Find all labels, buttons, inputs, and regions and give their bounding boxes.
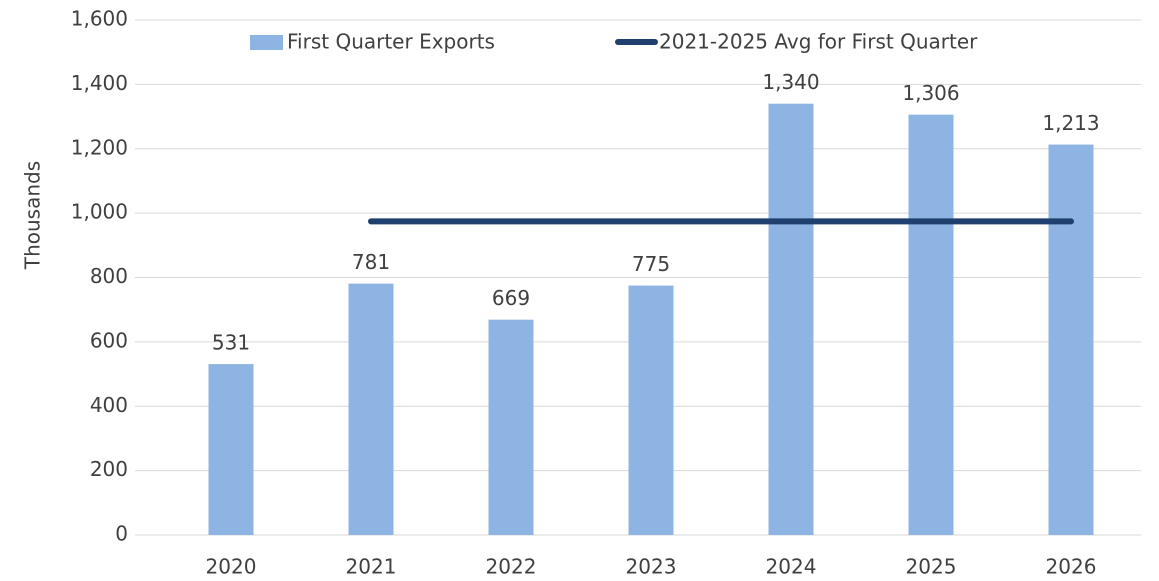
y-tick-label: 1,600 (71, 7, 128, 31)
y-tick-label: 1,400 (71, 71, 128, 95)
x-tick-label: 2022 (486, 555, 537, 579)
bar (908, 114, 954, 535)
x-tick-label: 2026 (1046, 555, 1097, 579)
data-label: 1,213 (1042, 111, 1099, 135)
y-axis-label: Thousands (21, 161, 45, 270)
x-tick-label: 2023 (626, 555, 677, 579)
x-tick-label: 2024 (766, 555, 817, 579)
y-tick-label: 800 (90, 264, 128, 288)
legend-label: First Quarter Exports (287, 30, 495, 54)
data-label: 1,340 (762, 70, 819, 94)
y-tick-label: 200 (90, 457, 128, 481)
x-tick-label: 2020 (206, 555, 257, 579)
data-label: 1,306 (902, 81, 959, 105)
y-tick-label: 400 (90, 393, 128, 417)
legend-label: 2021-2025 Avg for First Quarter (659, 30, 978, 54)
bar (768, 103, 814, 535)
bar (348, 283, 394, 535)
data-label: 531 (212, 331, 250, 355)
bar (488, 319, 534, 535)
bar (628, 285, 674, 535)
data-label: 781 (352, 250, 390, 274)
data-label: 775 (632, 252, 670, 276)
bar (208, 364, 254, 535)
x-tick-label: 2021 (346, 555, 397, 579)
y-tick-label: 1,200 (71, 135, 128, 159)
data-label: 669 (492, 286, 530, 310)
y-tick-label: 600 (90, 328, 128, 352)
y-tick-label: 1,000 (71, 200, 128, 224)
bar (1048, 144, 1094, 536)
y-tick-label: 0 (115, 522, 128, 546)
x-tick-label: 2025 (906, 555, 957, 579)
legend-swatch (250, 35, 283, 50)
